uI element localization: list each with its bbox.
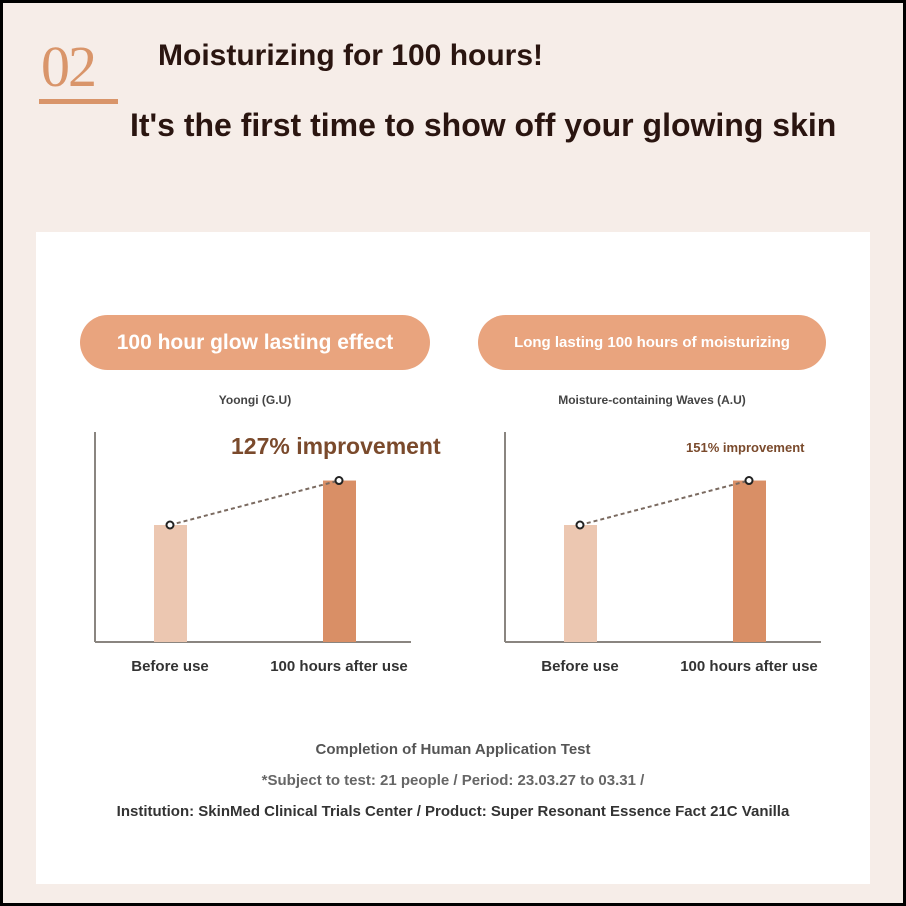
section-number: 02 [41,34,97,99]
trend-line [169,479,340,526]
bar-before [154,525,187,642]
bar-before [564,525,597,642]
page-subtitle: It's the first time to show off your glo… [130,107,837,143]
footer-line3: Institution: SkinMed Clinical Trials Cen… [116,803,790,820]
infographic: 02 Moisturizing for 100 hours! It's the … [3,3,903,903]
x-tick-label: Before use [541,658,619,675]
section-number-underline [39,99,118,104]
bar-after [323,480,356,642]
chart2-ylabel: Moisture-containing Waves (A.U) [558,393,746,407]
bar-after [733,480,766,642]
chart1-ylabel: Yoongi (G.U) [218,393,292,407]
chart2-title: Long lasting 100 hours of moisturizing [478,315,826,370]
x-tick-label: 100 hours after use [680,658,818,675]
data-point [165,520,175,530]
x-tick-label: Before use [131,658,209,675]
charts: Before use 100 hours after use 127% improv… [94,432,821,675]
footer-line2: *Subject to test: 21 people / Period: 23… [261,772,645,789]
footer-line1: Completion of Human Application Test [315,741,591,758]
x-tick-label: 100 hours after use [270,658,408,675]
data-point [744,476,754,486]
improvement-annotation: 127% improvement [231,433,441,459]
results-panel: 100 hour glow lasting effect Long lastin… [36,232,870,884]
chart1-title: 100 hour glow lasting effect [80,315,430,370]
data-point [334,476,344,486]
improvement-annotation: 151% improvement [686,440,805,455]
page-title: Moisturizing for 100 hours! [158,39,544,72]
data-point [575,520,585,530]
trend-line [579,479,750,526]
